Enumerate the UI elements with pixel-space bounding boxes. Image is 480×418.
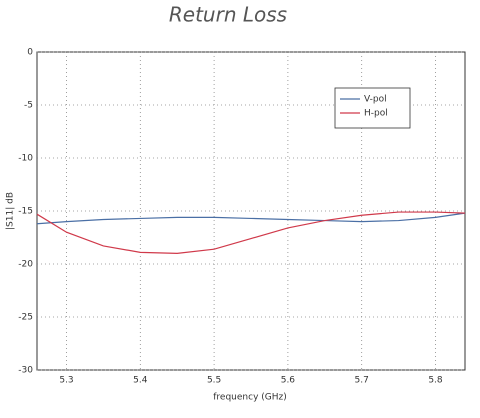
y-tick-label: -25 bbox=[18, 313, 33, 323]
y-tick-label: 0 bbox=[27, 48, 33, 58]
y-tick-label: -15 bbox=[18, 207, 33, 217]
x-tick-label: 5.4 bbox=[133, 376, 148, 386]
y-tick-label: -30 bbox=[18, 366, 33, 376]
y-tick-label: -5 bbox=[24, 101, 33, 111]
x-tick-label: 5.6 bbox=[281, 376, 296, 386]
legend-box bbox=[334, 87, 411, 129]
series-line bbox=[36, 211, 466, 255]
x-tick-label: 5.3 bbox=[59, 376, 73, 386]
x-tick-label: 5.5 bbox=[207, 376, 221, 386]
legend-label: V-pol bbox=[364, 95, 387, 105]
y-tick-label: -10 bbox=[18, 154, 33, 164]
x-tick-label: 5.8 bbox=[428, 376, 443, 386]
y-tick-label: -20 bbox=[18, 260, 33, 270]
legend-label: H-pol bbox=[364, 109, 388, 119]
chart-title: Return Loss bbox=[169, 3, 287, 27]
y-axis-label: |S11| dB bbox=[6, 192, 16, 230]
x-axis-label: frequency (GHz) bbox=[213, 393, 287, 403]
series-line bbox=[36, 212, 466, 225]
x-tick-label: 5.7 bbox=[355, 376, 369, 386]
